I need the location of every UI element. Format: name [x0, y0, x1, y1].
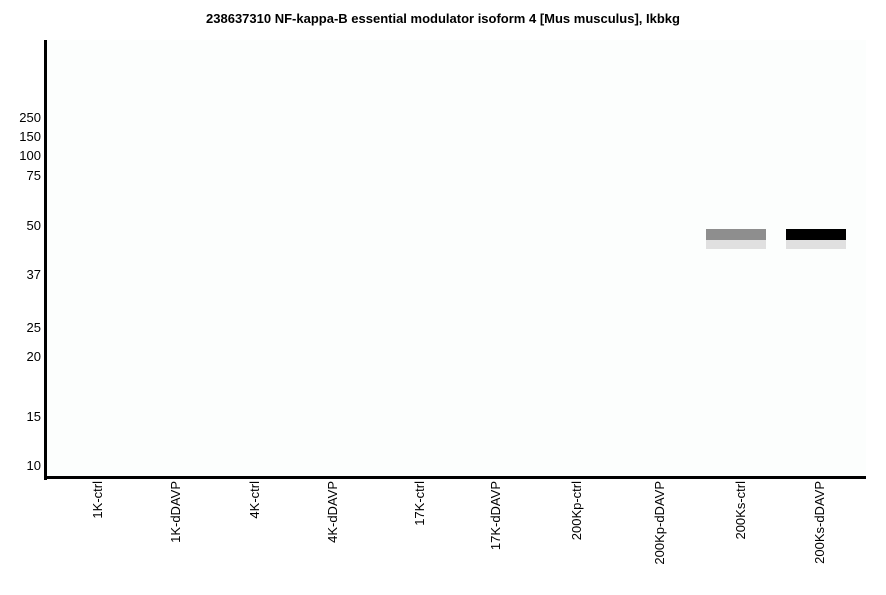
lane-label-4K-dDAVP: 4K-dDAVP	[325, 481, 340, 543]
mw-tick-label-15: 15	[26, 409, 41, 424]
mw-tick-label-10: 10	[26, 458, 41, 473]
lane-label-1K-ctrl: 1K-ctrl	[90, 481, 105, 519]
y-axis-spine	[44, 40, 47, 480]
lane-label-200Ks-dDAVP: 200Ks-dDAVP	[812, 481, 827, 564]
plot-area	[45, 40, 866, 477]
mw-tick-label-150: 150	[19, 129, 41, 144]
lane-label-17K-dDAVP: 17K-dDAVP	[488, 481, 503, 551]
mw-tick-label-250: 250	[19, 110, 41, 125]
mw-tick-label-75: 75	[26, 168, 41, 183]
lane-label-200Kp-dDAVP: 200Kp-dDAVP	[652, 481, 667, 565]
band-segment	[786, 240, 846, 249]
chart-title: 238637310 NF-kappa-B essential modulator…	[206, 11, 680, 26]
lane-label-200Ks-ctrl: 200Ks-ctrl	[733, 481, 748, 540]
mw-tick-label-50: 50	[26, 218, 41, 233]
lane-label-17K-ctrl: 17K-ctrl	[412, 481, 427, 526]
band-segment	[706, 229, 766, 240]
mw-tick-label-25: 25	[26, 320, 41, 335]
lane-label-1K-dDAVP: 1K-dDAVP	[168, 481, 183, 543]
band-segment	[706, 240, 766, 249]
mw-tick-label-37: 37	[26, 267, 41, 282]
band-segment	[786, 229, 846, 240]
mw-tick-label-100: 100	[19, 148, 41, 163]
lane-label-4K-ctrl: 4K-ctrl	[247, 481, 262, 519]
mw-tick-label-20: 20	[26, 349, 41, 364]
lane-label-200Kp-ctrl: 200Kp-ctrl	[569, 481, 584, 541]
x-axis-spine	[44, 476, 866, 479]
